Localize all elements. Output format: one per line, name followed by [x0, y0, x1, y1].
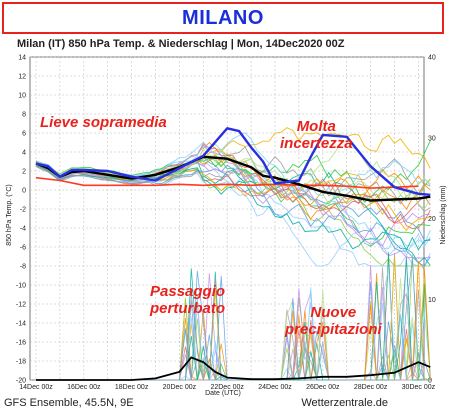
x-tick-label: 14Dec 00z	[19, 384, 53, 391]
city-banner: MILANO	[2, 2, 444, 34]
operational-run-line	[35, 127, 431, 196]
ensemble-member-line	[35, 165, 431, 224]
axis-layer: 850 hPa Temp. (°C) Niederschlag (mm) Dat…	[5, 184, 447, 397]
y2-tick-label: 30	[428, 135, 436, 142]
y-tick-label: -14	[16, 321, 26, 328]
y-axis-label: 850 hPa Temp. (°C)	[5, 184, 13, 245]
y-tick-label: 6	[22, 131, 26, 138]
y-tick-label: 14	[18, 55, 26, 62]
y-tick-label: -6	[20, 245, 26, 252]
y-tick-label: 12	[18, 74, 26, 81]
x-tick-label: 22Dec 00z	[210, 384, 244, 391]
x-tick-label: 20Dec 00z	[163, 384, 197, 391]
x-tick-label: 16Dec 00z	[67, 384, 101, 391]
x-axis-label: Date (UTC)	[205, 390, 241, 397]
ensemble-member-line	[35, 164, 431, 267]
ensemble-mean-line	[35, 155, 431, 202]
y2-axis-label: Niederschlag (mm)	[440, 185, 447, 244]
banner-title: MILANO	[182, 6, 264, 29]
model-info: GFS Ensemble, 45.5N, 9E	[4, 397, 134, 409]
y-tick-label: 0	[22, 188, 26, 195]
y-tick-label: 4	[22, 150, 26, 157]
precipitation-mean-line	[36, 356, 431, 381]
main-series-layer	[35, 127, 431, 381]
source-credit: Wetterzentrale.de	[301, 397, 388, 409]
x-tick-label: 24Dec 00z	[258, 384, 292, 391]
y-tick-label: -8	[20, 264, 26, 271]
y2-tick-label: 10	[428, 297, 436, 304]
ensemble-member-line	[35, 158, 431, 197]
y-tick-label: 8	[22, 112, 26, 119]
y-tick-label: 2	[22, 169, 26, 176]
y2-tick-label: 20	[428, 216, 436, 223]
y2-tick-label: 0	[428, 378, 432, 385]
y-tick-label: -2	[20, 207, 26, 214]
y-tick-label: -10	[16, 283, 26, 290]
y-tick-label: -12	[16, 302, 26, 309]
y-tick-label: -16	[16, 340, 26, 347]
chart-title: Milan (IT) 850 hPa Temp. & Niederschlag …	[17, 38, 345, 50]
ensemble-member-line	[35, 162, 431, 247]
grid-layer: 14121086420-2-4-6-8-10-12-14-16-18-20403…	[16, 55, 436, 392]
climatology-line	[35, 176, 419, 189]
ensemble-member-line	[35, 165, 431, 252]
x-tick-label: 18Dec 00z	[115, 384, 149, 391]
x-tick-label: 28Dec 00z	[354, 384, 388, 391]
y2-tick-label: 40	[428, 55, 436, 62]
x-tick-label: 26Dec 00z	[306, 384, 340, 391]
y-tick-label: -18	[16, 359, 26, 366]
y-tick-label: -4	[20, 226, 26, 233]
x-tick-label: 30Dec 00z	[402, 384, 436, 391]
y-tick-label: -20	[16, 378, 26, 385]
y-tick-label: 10	[18, 93, 26, 100]
